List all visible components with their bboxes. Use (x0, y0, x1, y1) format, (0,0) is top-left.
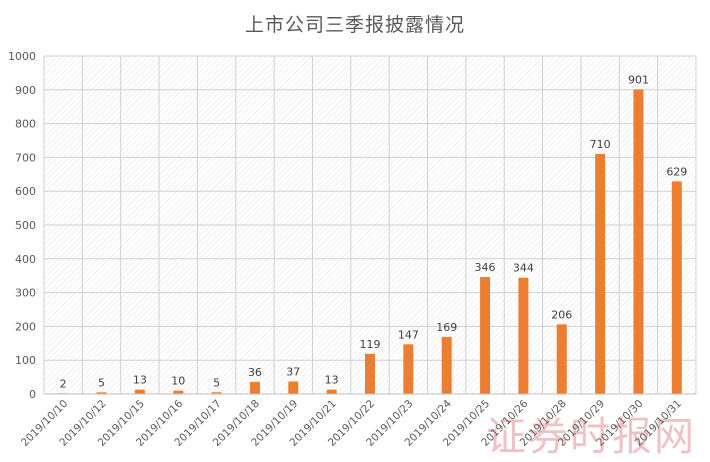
data-label: 344 (513, 262, 534, 275)
y-tick-label: 500 (15, 219, 36, 232)
data-label: 37 (286, 365, 300, 378)
y-tick-label: 200 (15, 320, 36, 333)
data-labels: 2 5 13 10 5 36 37 13 119 147 169 346 344 206 710 901 629 (60, 73, 688, 390)
y-tick-label: 100 (15, 354, 36, 367)
bar (96, 392, 107, 394)
data-label: 206 (551, 308, 572, 321)
data-label: 5 (213, 376, 220, 389)
y-tick-label: 1000 (8, 50, 36, 63)
bar (173, 390, 184, 394)
bar (403, 344, 414, 394)
y-tick-label: 900 (15, 84, 36, 97)
bar (326, 389, 337, 394)
bar (134, 389, 145, 394)
data-label: 629 (666, 165, 687, 178)
y-tick-label: 300 (15, 287, 36, 300)
data-label: 901 (628, 73, 649, 86)
watermark-logo: 证券时报网 (486, 414, 696, 460)
data-label: 710 (590, 138, 611, 151)
bar (288, 381, 299, 394)
data-label: 36 (248, 366, 262, 379)
data-label: 147 (398, 328, 419, 341)
bar (211, 392, 222, 394)
bar (365, 353, 375, 394)
data-label: 5 (98, 376, 105, 389)
chart-title: 上市公司三季报披露情况 (244, 14, 465, 36)
data-label: 119 (360, 338, 381, 351)
data-label: 13 (133, 374, 147, 387)
bar (671, 181, 682, 394)
y-tick-label: 800 (15, 118, 36, 131)
data-label: 169 (436, 321, 457, 334)
y-tick-label: 700 (15, 151, 36, 164)
bars (58, 89, 682, 394)
data-label: 10 (171, 375, 185, 388)
bar (633, 89, 644, 394)
y-axis: 0 100 200 300 400 500 600 700 800 900 1000 (8, 50, 36, 401)
bar (249, 381, 260, 394)
data-label: 2 (60, 377, 67, 390)
y-tick-label: 600 (15, 185, 36, 198)
bar (480, 277, 491, 394)
y-tick-label: 400 (15, 253, 36, 266)
data-label: 346 (475, 261, 496, 274)
bar (595, 154, 606, 394)
y-tick-label: 0 (29, 388, 36, 401)
bar (556, 324, 567, 394)
bar (441, 336, 452, 394)
data-label: 13 (325, 374, 339, 387)
bar (518, 277, 529, 394)
